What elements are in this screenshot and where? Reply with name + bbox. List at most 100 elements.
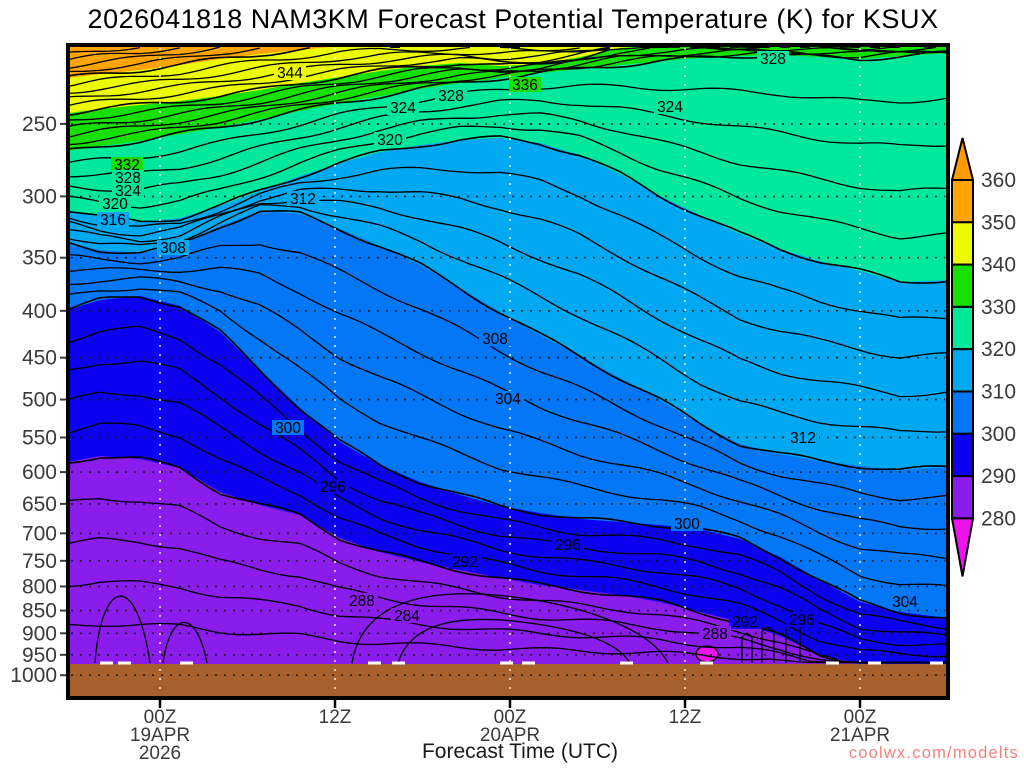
contour-label-bg [112,183,144,198]
y-label-800: 800 [22,575,57,598]
colorbar-label-300: 300 [981,423,1016,446]
colorbar-segment-290 [951,475,974,520]
x-label-line1: 00Z [844,707,877,728]
colorbar-segment-330 [951,305,974,351]
contour-label-324: 324 [115,183,141,200]
contour-fills [68,45,948,698]
contour-label-bg [274,65,306,80]
contour-label-bg [287,191,319,206]
contour-label-292: 292 [452,554,478,571]
surface-white-dash [500,661,513,665]
contour-label-308: 308 [160,240,186,257]
contour-label-304: 304 [892,594,918,611]
surface-white-dash [100,661,113,665]
grid-lines [71,48,945,695]
contour-label-292: 292 [732,614,758,631]
isentrope-306K [67,266,949,531]
surface-contour-detail-5 [351,593,669,664]
surface-contour-detail-4 [162,621,208,664]
contour-label-324: 324 [657,99,683,116]
isentrope-336K [67,46,937,127]
y-label-600: 600 [22,461,57,484]
colorbar-label-330: 330 [981,296,1016,319]
x-label-line1: 00Z [494,707,527,728]
colorbar-arrow-top [950,137,975,181]
contour-label-bg [374,132,406,147]
y-label-850: 850 [22,600,57,623]
contour-label-bg [552,537,584,552]
colorbar-arrow-bottom [950,517,975,577]
contour-label-bg [729,614,761,629]
chart-title: 2026041818 NAM3KM Forecast Potential Tem… [88,4,939,34]
x-label-line1: 12Z [319,707,352,728]
isentrope-302K [67,288,949,587]
isentrope-330K [67,50,949,150]
contour-label-bg [671,516,703,531]
contour-label-328: 328 [438,88,464,105]
isentrope-338K [67,46,891,121]
contour-label-332: 332 [114,157,140,174]
isentrope-350K [67,46,900,77]
ground-band [68,664,948,698]
y-label-950: 950 [22,644,57,667]
plot-frame [66,43,950,700]
contour-label-300: 300 [275,420,301,437]
surface-white-dash [826,661,839,665]
y-label-250: 250 [22,113,57,136]
contour-label-336: 336 [512,77,538,94]
colorbar-segment-350 [951,221,974,266]
colorbar-label-290: 290 [981,465,1016,488]
watermark-text: coolwx.com/modelts [849,744,1019,762]
contour-label-344: 344 [277,65,303,82]
contour-label-312: 312 [790,430,816,447]
isentrope-312K [67,204,949,433]
isentrope-334K [67,48,949,138]
colorbar-segment-300 [951,432,974,478]
contour-label-bg [699,626,731,641]
isentrope-326K [67,98,949,178]
contour-label-bg [449,554,481,569]
isentrope-290K [67,456,948,664]
contour-label-316: 316 [100,212,126,229]
contour-label-304: 304 [495,391,521,408]
contour-label-320: 320 [377,132,403,149]
contour-label-bg [757,51,789,66]
contour-label-300: 300 [674,516,700,533]
y-label-500: 500 [22,389,57,412]
y-label-1000: 1000 [10,664,57,687]
contour-label-bg [654,99,686,114]
contour-label-bg [112,170,144,185]
fill-band-340-350 [68,45,948,113]
surface-white-dash [868,661,881,665]
colorbar-segment-310 [951,390,974,435]
contour-label-bg [391,608,423,623]
colorbar-label-280: 280 [981,507,1016,530]
contour-label-320: 320 [102,196,128,213]
colorbar-label-360: 360 [981,169,1016,192]
contour-label-bg [272,420,304,435]
contour-label-288: 288 [349,593,375,610]
isentrope-320K [67,135,949,284]
contour-label-bg [346,593,378,608]
contour-label-bg [786,612,818,627]
x-label-line2: 21APR [830,725,890,746]
contour-label-bg [787,430,819,445]
contour-label-bg [889,594,921,609]
isentrope-348K [67,46,936,88]
surface-white-dash [522,661,535,665]
isentrope-324K [67,112,949,192]
surface-white-dash [180,661,193,665]
contour-label-bg [479,331,511,346]
y-label-400: 400 [22,300,57,323]
isentrope-318K [67,166,949,320]
fill-band-350-360+ [68,45,948,78]
contour-label-288: 288 [702,626,728,643]
isentrope-282K [67,622,948,664]
contour-label-bg [435,88,467,103]
isentrope-288K [67,498,948,664]
colorbar-segment-340 [951,263,974,308]
contour-label-312: 312 [290,191,316,208]
contour-label-bg [157,240,189,255]
ground-layer [68,661,948,698]
